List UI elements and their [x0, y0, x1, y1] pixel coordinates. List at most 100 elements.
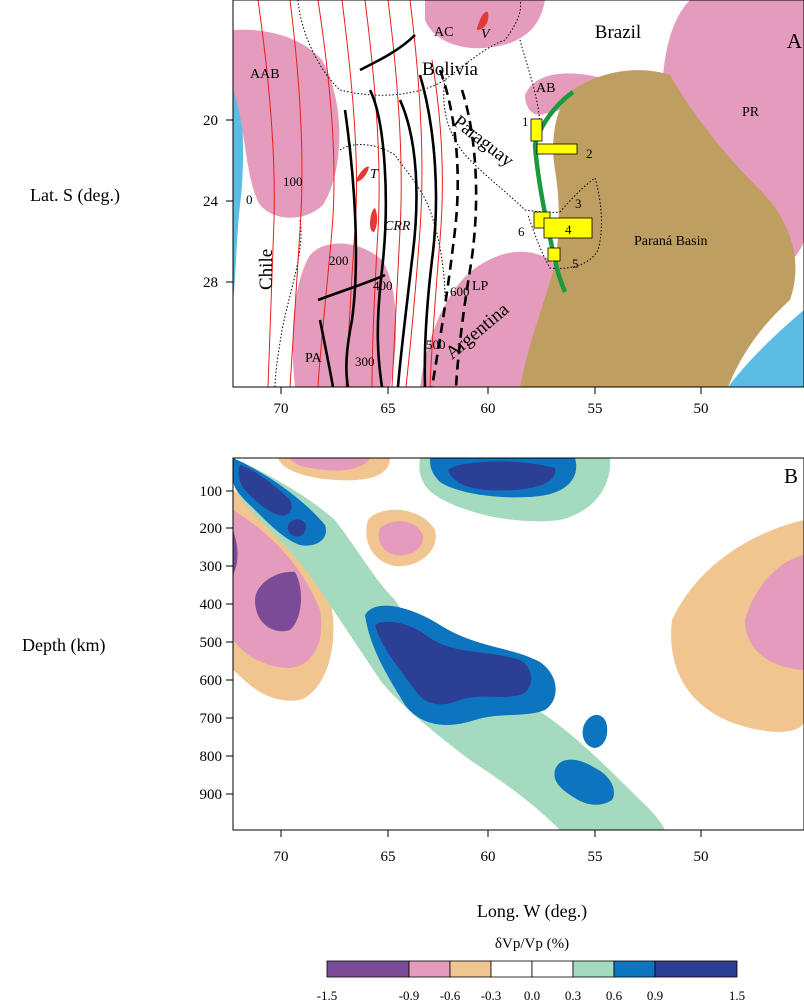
label-pr: PR [742, 105, 760, 120]
colorbar: δVp/Vp (%) -1.5 -0.9 -0.6 -0.3 0.0 0.3 0.6 0.9 1… [317, 936, 745, 1003]
colorbar-tick-label: -0.3 [481, 988, 502, 1003]
panel-b-ytick: 300 [200, 559, 223, 575]
label-v: V [481, 27, 491, 42]
panel-a-ytick: 24 [203, 194, 219, 210]
panel-b-ytick: 700 [200, 711, 223, 727]
panel-b-ytick: 200 [200, 521, 223, 537]
slow-anomaly-east-core [745, 555, 804, 670]
panel-a-xtick: 65 [381, 401, 396, 417]
fast-anomaly-small-core [287, 519, 307, 537]
station-5-marker [547, 247, 561, 262]
station-4-label: 4 [565, 222, 572, 237]
colorbar-swatch [449, 960, 492, 978]
colorbar-tick-label: -0.6 [440, 988, 461, 1003]
contour-label-100: 100 [283, 174, 303, 189]
country-chile: Chile [256, 249, 277, 290]
colorbar-tick-label: -1.5 [317, 988, 338, 1003]
contour-label-200: 200 [329, 253, 349, 268]
country-brazil: Brazil [595, 22, 641, 43]
panel-b-axes: Depth (km) 100 200 300 400 500 600 700 8… [22, 484, 709, 922]
label-ab: AB [536, 81, 555, 96]
panel-a-xtick: 70 [274, 401, 289, 417]
colorbar-title: δVp/Vp (%) [495, 936, 569, 952]
panel-b-xtick: 65 [381, 849, 396, 865]
parana-basin [520, 70, 796, 387]
volcano-t [356, 166, 369, 182]
craton-pa [292, 243, 397, 387]
panel-b-ytick: 900 [200, 787, 223, 803]
country-bolivia: Bolivia [422, 59, 479, 80]
colorbar-swatch [408, 960, 451, 978]
contour-label-0: 0 [246, 192, 253, 207]
panel-b-ytick: 500 [200, 635, 223, 651]
colorbar-tick-label: -0.9 [399, 988, 420, 1003]
panel-b-ytick: 800 [200, 749, 223, 765]
colorbar-swatch [531, 960, 574, 978]
colorbar-tick-label: 0.0 [524, 988, 540, 1003]
slow-anomaly-east [671, 520, 804, 732]
fast-anomaly-deep-blob-2 [554, 759, 615, 805]
slow-anomaly-top-1-core [290, 458, 370, 471]
contour-label-400: 400 [373, 278, 393, 293]
panel-a-ytick: 20 [203, 113, 218, 129]
panel-b-ytick: 100 [200, 484, 223, 500]
contour-label-300: 300 [355, 354, 375, 369]
station-1-marker [530, 118, 543, 142]
slow-anomaly-core-west [255, 571, 302, 632]
panel-b-letter: B [784, 464, 798, 488]
station-2-label: 2 [586, 146, 593, 161]
colorbar-swatch [490, 960, 533, 978]
label-ac: AC [434, 25, 453, 40]
craton-aab [233, 29, 340, 218]
fast-anomaly-top-core [448, 461, 556, 491]
panel-a-xtick: 55 [588, 401, 603, 417]
faults [317, 34, 438, 387]
label-t: T [370, 167, 379, 182]
label-crr: CRR [384, 219, 411, 234]
station-4-marker [543, 217, 593, 239]
panel-a-ylabel: Lat. S (deg.) [30, 185, 120, 206]
panel-a-letter: A [787, 29, 803, 53]
panel-b-ytick: 400 [200, 597, 223, 613]
panel-b-ytick: 600 [200, 673, 223, 689]
slow-anomaly-core-west-edge [233, 530, 238, 575]
station-1-label: 1 [522, 114, 529, 129]
atlantic-ocean [728, 310, 804, 387]
colorbar-swatch [326, 960, 410, 978]
colorbar-tick-label: 0.6 [606, 988, 623, 1003]
colorbar-swatches [326, 960, 738, 978]
panel-b-section: B [232, 457, 804, 831]
colorbar-swatch [654, 960, 738, 978]
fast-anomaly-deep-blob-1 [582, 714, 608, 748]
panel-b-xtick: 55 [588, 849, 603, 865]
label-pa: PA [305, 351, 323, 366]
station-3-label: 3 [575, 196, 582, 211]
panel-b-xtick: 50 [694, 849, 709, 865]
colorbar-swatch [613, 960, 656, 978]
faults-dashed [430, 69, 478, 387]
panel-b-xlabel: Long. W (deg.) [477, 901, 587, 922]
fast-anomaly-slab-upper-core [238, 465, 292, 516]
slow-anomaly-mid-core [378, 521, 424, 556]
pacific-ocean [233, 78, 244, 300]
station-2-marker [536, 143, 578, 155]
colorbar-tick-label: 1.5 [729, 988, 745, 1003]
panel-a-axes: Lat. S (deg.) 20 24 28 70 65 60 55 50 [30, 113, 709, 417]
panel-b-xtick: 60 [481, 849, 496, 865]
fast-anomaly-bottom [565, 821, 665, 830]
colorbar-swatch [572, 960, 615, 978]
panel-a-xtick: 60 [481, 401, 496, 417]
station-6-label: 6 [518, 224, 525, 239]
fast-anomaly-slab-deep-core [375, 621, 532, 705]
fast-anomaly-slab-outer [233, 458, 665, 830]
colorbar-ticks: -1.5 -0.9 -0.6 -0.3 0.0 0.3 0.6 0.9 1.5 [317, 988, 745, 1003]
volcano-crr [370, 208, 378, 232]
station-5-label: 5 [572, 256, 579, 271]
stations [530, 118, 593, 262]
craton-lp [420, 251, 560, 387]
panel-a-ytick: 28 [203, 275, 218, 291]
panel-b-xtick: 70 [274, 849, 289, 865]
suture [532, 90, 575, 293]
panel-b-ylabel: Depth (km) [22, 635, 105, 656]
